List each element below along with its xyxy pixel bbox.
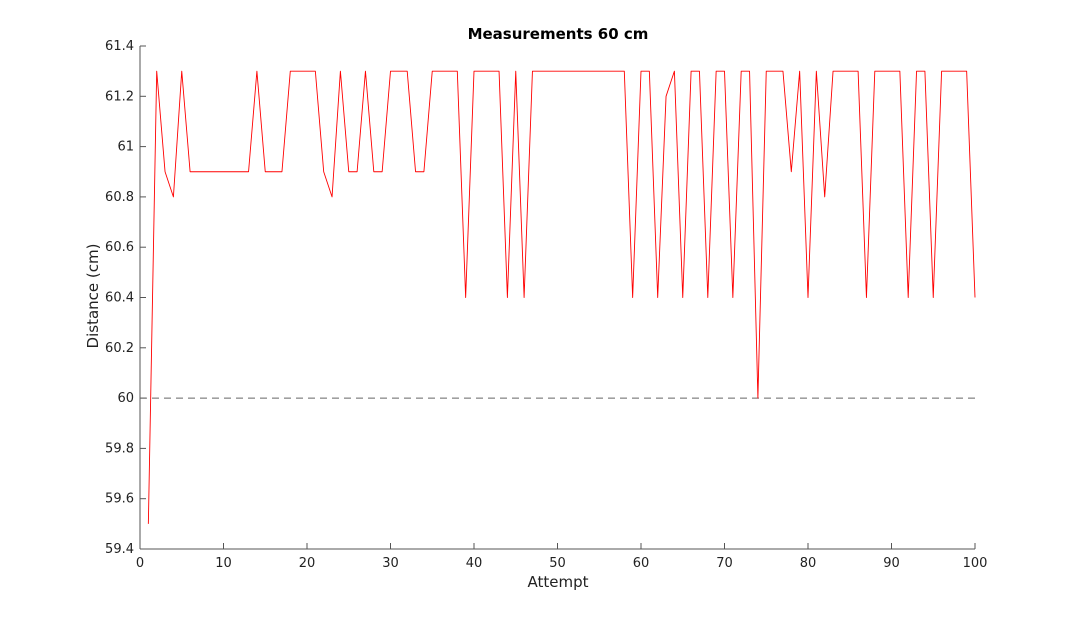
y-tick-label: 60.8 <box>105 190 134 205</box>
y-tick-label: 60.2 <box>105 341 134 356</box>
y-tick-label: 61 <box>117 140 134 155</box>
y-tick-label: 60 <box>117 391 134 406</box>
series-line <box>147 70 976 524</box>
x-tick-label: 80 <box>800 556 817 571</box>
x-tick-label: 10 <box>215 556 232 571</box>
series-layer <box>147 70 976 524</box>
y-tick-label: 60.6 <box>105 240 134 255</box>
chart-title: Measurements 60 cm <box>468 25 649 43</box>
y-tick-label: 61.2 <box>105 89 134 104</box>
x-tick-label: 0 <box>136 556 144 571</box>
x-tick-label: 20 <box>299 556 316 571</box>
x-tick-label: 60 <box>633 556 650 571</box>
y-axis-label: Distance (cm) <box>84 244 102 349</box>
x-tick-label: 100 <box>963 556 988 571</box>
x-tick-label: 40 <box>466 556 483 571</box>
x-tick-label: 90 <box>883 556 900 571</box>
x-tick-label: 30 <box>382 556 399 571</box>
y-tick-label: 60.4 <box>105 291 134 306</box>
y-tick-label: 59.6 <box>105 492 134 507</box>
x-tick-label: 50 <box>549 556 566 571</box>
x-axis-label: Attempt <box>527 573 588 591</box>
y-tick-label: 61.4 <box>105 39 134 54</box>
x-tick-label: 70 <box>716 556 733 571</box>
axes: 0 10 20 30 40 50 60 70 80 90 100 59.4 59.6 59.8 60 60.2… <box>105 39 987 571</box>
y-tick-label: 59.8 <box>105 441 134 456</box>
y-tick-label: 59.4 <box>105 542 134 557</box>
